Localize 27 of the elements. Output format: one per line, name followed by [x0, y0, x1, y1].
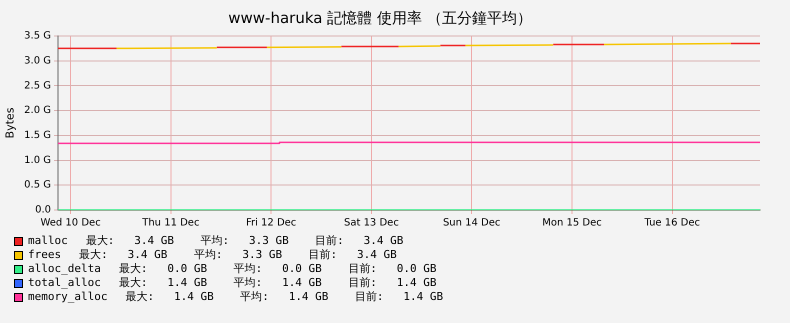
y-tick-label: 1.0 G [24, 154, 52, 166]
x-tick-label: Sun 14 Dec [442, 218, 500, 229]
text: 最大: 3.4 GB 平均: 3.3 GB 目前: 3.4 GB [86, 234, 404, 248]
legend-label: total_alloc [28, 276, 101, 290]
text: 最大: 1.4 GB 平均: 1.4 GB 目前: 1.4 GB [125, 290, 444, 304]
y-tick-label: 0.0 [35, 204, 52, 216]
y-tick-label: 2.5 G [24, 80, 52, 92]
x-tick-label: Sat 13 Dec [344, 218, 399, 229]
x-tick-label: Wed 10 Dec [40, 218, 101, 229]
x-tick-label: Tue 16 Dec [643, 218, 700, 229]
y-tick-label: 3.5 G [24, 30, 52, 42]
y-tick-label: 2.0 G [24, 105, 52, 116]
chart-title: www-haruka 記憶體 使用率 （五分鐘平均） [228, 8, 532, 27]
legend-label: memory_alloc [28, 290, 108, 304]
legend-label: frees [28, 248, 62, 262]
y-tick-label: 1.5 G [24, 130, 52, 142]
y-tick-label: 3.0 G [24, 55, 52, 66]
legend-label: alloc_delta [28, 262, 101, 276]
x-tick-label: Thu 11 Dec [141, 218, 200, 229]
text: 最大: 3.4 GB 平均: 3.3 GB 目前: 3.4 GB [79, 248, 397, 262]
y-tick-label: 0.5 G [24, 180, 52, 191]
x-tick-label: Mon 15 Dec [542, 218, 602, 229]
x-tick-label: Fri 12 Dec [246, 218, 296, 229]
legend-label: malloc [28, 234, 68, 248]
text: 最大: 1.4 GB 平均: 1.4 GB 目前: 1.4 GB [118, 276, 437, 290]
text: 最大: 0.0 GB 平均: 0.0 GB 目前: 0.0 GB [118, 262, 437, 276]
y-axis-title: Bytes [3, 107, 16, 138]
